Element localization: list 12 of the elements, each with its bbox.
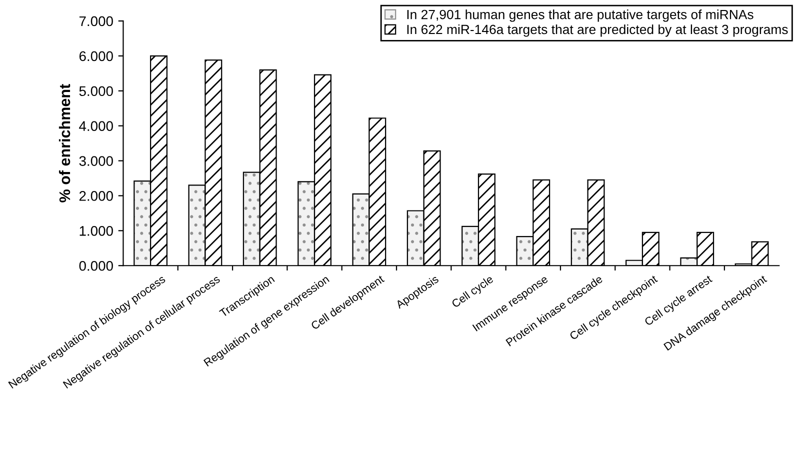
y-tick-label: 3.000 [79,156,113,166]
y-axis-title: % of enrichment [58,84,70,202]
y-tick-label: 2.000 [79,191,113,201]
y-tick-label: 1.000 [80,226,113,236]
y-tick-label: 6.000 [79,51,113,62]
y-tick-label: 4.000 [79,121,113,131]
y-tick-label: 0.000 [79,260,113,271]
y-tick-label: 5.000 [79,86,113,96]
y-tick-label: 7.000 [79,16,113,26]
x-tick-label: Cell cycle [450,274,495,310]
legend-label: In 27,901 human genes that are putative targets of miRNAs [407,10,754,22]
legend-label: In 622 miR-146a targets that are predicted by at least 3 programs [407,24,788,37]
